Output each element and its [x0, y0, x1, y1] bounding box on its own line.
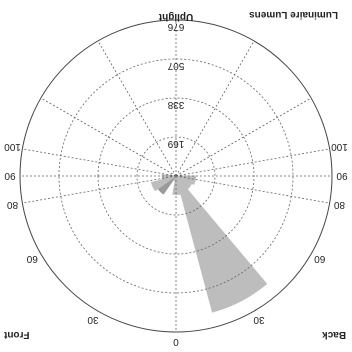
angle-label: 60 [314, 253, 326, 264]
corner-label-uplight: Uplight [158, 11, 193, 22]
sector-7 [175, 175, 193, 190]
angle-label: 30 [87, 314, 99, 325]
sectors [150, 174, 268, 313]
radial-labels: 169 338 507 676 [167, 21, 184, 149]
angle-label: 100 [4, 141, 21, 152]
corner-label-back: Back [322, 329, 346, 340]
grid-spoke-6 [97, 40, 177, 177]
grid-spoke-7 [40, 97, 177, 177]
corner-label-luminaire-lumens: Luminaire Lumens [249, 9, 338, 20]
angle-label: 90 [4, 170, 16, 181]
angle-label: 0 [173, 336, 179, 347]
radial-label: 169 [167, 138, 184, 149]
sector-1 [172, 175, 182, 195]
corner-labels: Uplight Luminaire Lumens Front Back [3, 9, 346, 340]
sector-5 [161, 174, 177, 181]
angle-label: 90 [336, 170, 348, 181]
grid-spoke-3 [175, 148, 330, 177]
polar-grid [19, 19, 333, 333]
grid-spoke-5 [175, 175, 330, 204]
radial-label: 507 [167, 60, 184, 71]
chart-rotated-group: 169 338 507 676 0 30 30 60 60 80 80 90 90 100 100 Upl… [3, 9, 347, 347]
grid-ring-4 [19, 19, 333, 333]
angle-label: 30 [253, 314, 265, 325]
grid-ring-1 [136, 136, 216, 216]
angle-label: 80 [7, 199, 19, 210]
grid-spoke-8 [22, 148, 177, 177]
grid-spoke-10 [22, 175, 177, 204]
angle-labels: 0 30 30 60 60 80 80 90 90 100 100 [4, 141, 348, 347]
grid-spoke-1 [175, 40, 255, 177]
sector-4 [150, 175, 177, 192]
angle-label: 100 [331, 141, 348, 152]
angle-label: 80 [333, 199, 345, 210]
radial-label: 338 [167, 99, 184, 110]
angle-label: 60 [26, 253, 38, 264]
corner-label-front: Front [3, 329, 29, 340]
radial-label: 676 [167, 21, 184, 32]
sector-0 [175, 175, 268, 313]
